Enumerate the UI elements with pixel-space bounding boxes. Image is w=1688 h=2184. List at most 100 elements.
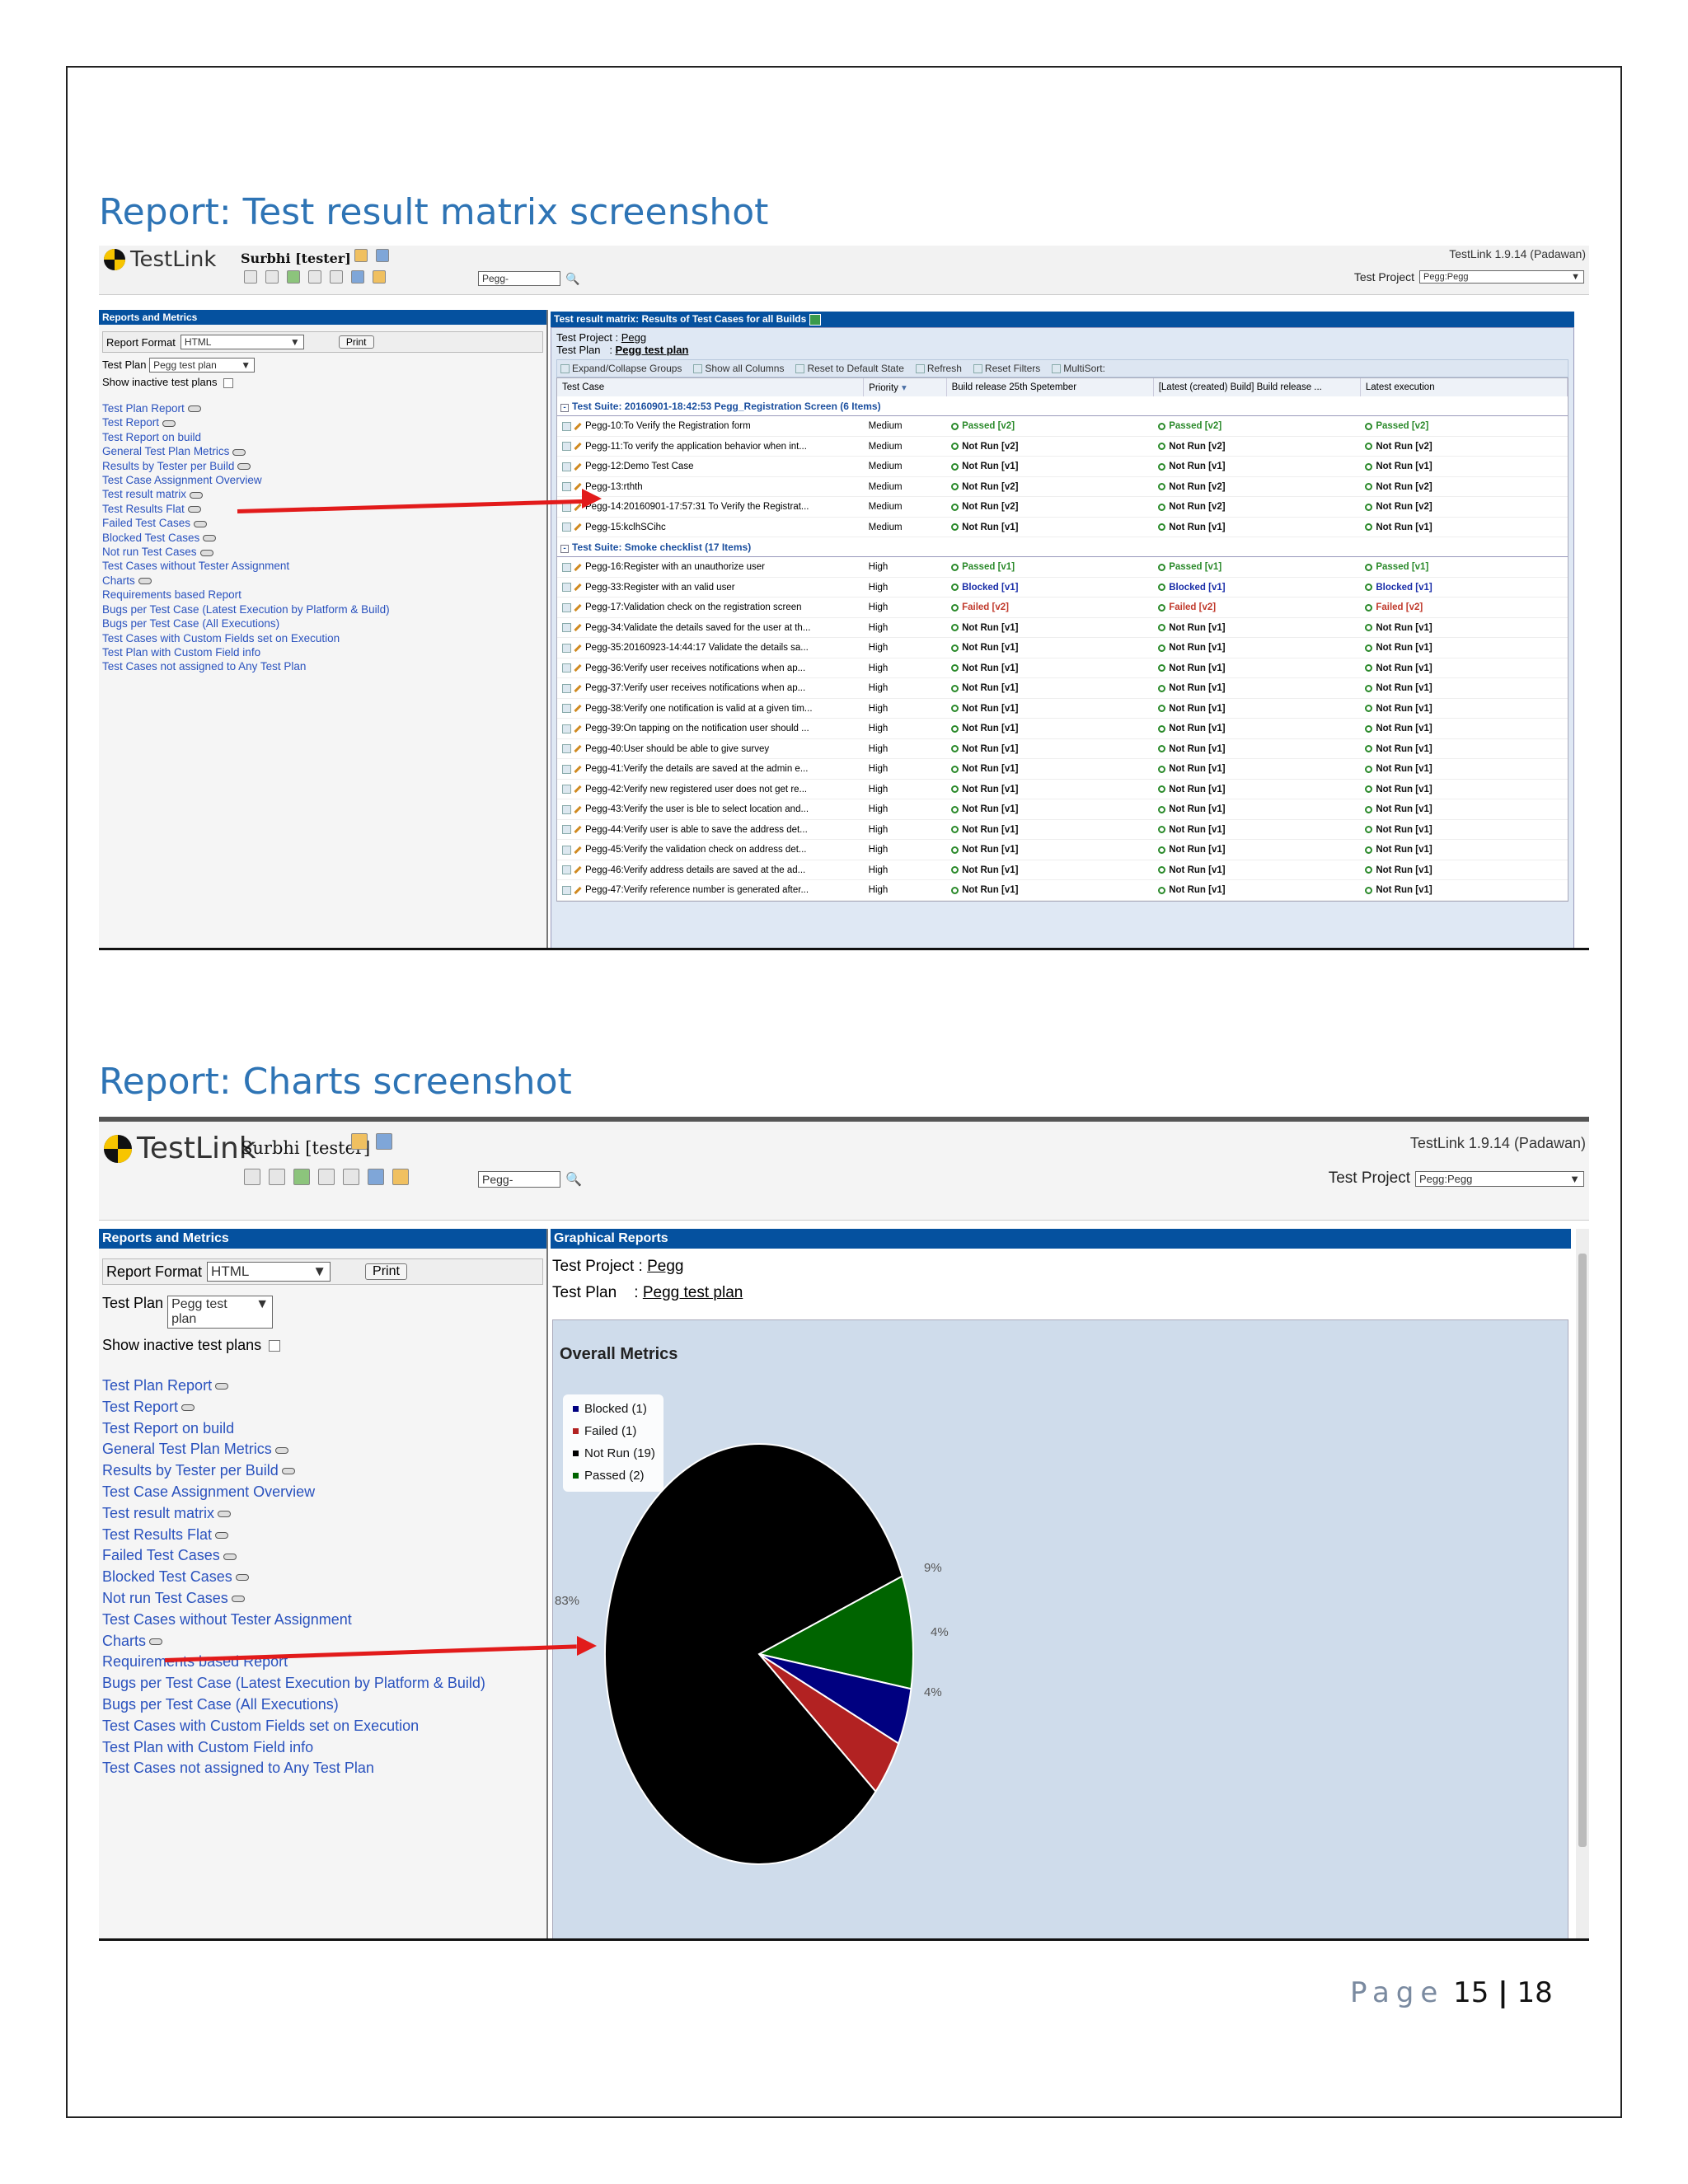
test-case-icon[interactable]: [562, 865, 571, 875]
edit-pencil-icon[interactable]: [574, 886, 582, 894]
report-link-bugs-per-test-case-latest-execution-by-platform-build[interactable]: Bugs per Test Case (Latest Execution by …: [102, 1675, 485, 1692]
test-case-icon[interactable]: [562, 523, 571, 532]
toolbar-reset-filters-button[interactable]: Reset Filters: [973, 363, 1040, 374]
reports-icon[interactable]: [343, 1169, 359, 1185]
table-cell[interactable]: Pegg-44:Verify user is able to save the …: [557, 819, 864, 840]
table-cell[interactable]: Pegg-34:Validate the details saved for t…: [557, 617, 864, 638]
test-case-icon[interactable]: [562, 885, 571, 895]
report-link-failed-test-cases[interactable]: Failed Test Cases: [102, 516, 543, 530]
table-row[interactable]: Pegg-36:Verify user receives notificatio…: [557, 658, 1568, 678]
edit-pencil-icon[interactable]: [574, 422, 582, 430]
group-header-row[interactable]: - Test Suite: Smoke checklist (17 Items): [557, 537, 1568, 558]
report-link-test-cases-with-custom-fields-set-on-execution[interactable]: Test Cases with Custom Fields set on Exe…: [102, 1717, 420, 1734]
table-row[interactable]: Pegg-40:User should be able to give surv…: [557, 738, 1568, 759]
report-link-results-by-tester-per-build[interactable]: Results by Tester per Build: [102, 1460, 543, 1482]
report-link-not-run-test-cases[interactable]: Not run Test Cases: [102, 1588, 543, 1610]
table-cell[interactable]: Pegg-12:Demo Test Case: [557, 457, 864, 477]
test-case-icon[interactable]: [562, 744, 571, 754]
table-cell[interactable]: Pegg-38:Verify one notification is valid…: [557, 698, 864, 719]
table-row[interactable]: Pegg-41:Verify the details are saved at …: [557, 759, 1568, 780]
report-link-requirements-based-report[interactable]: Requirements based Report: [102, 588, 241, 602]
preview-eye-icon[interactable]: [203, 535, 217, 542]
report-link-test-plan-report[interactable]: Test Plan Report: [102, 1376, 543, 1397]
edit-pencil-icon[interactable]: [574, 482, 582, 491]
test-case-icon[interactable]: [562, 442, 571, 452]
table-cell[interactable]: Pegg-39:On tapping on the notification u…: [557, 719, 864, 739]
table-cell[interactable]: Pegg-13:rthth: [557, 476, 864, 497]
table-row[interactable]: Pegg-43:Verify the user is ble to select…: [557, 799, 1568, 820]
user-management-icon[interactable]: [368, 1169, 384, 1185]
toolbar-multisort-button[interactable]: MultiSort:: [1052, 363, 1105, 374]
test-case-icon[interactable]: [562, 602, 571, 612]
table-cell[interactable]: Pegg-40:User should be able to give surv…: [557, 738, 864, 759]
toolbar-expand-collapse-groups-button[interactable]: Expand/Collapse Groups: [560, 363, 682, 374]
table-row[interactable]: Pegg-33:Register with an valid user High B…: [557, 577, 1568, 598]
table-row[interactable]: Pegg-47:Verify reference number is gener…: [557, 880, 1568, 901]
legend-entry-not-run-19[interactable]: Not Run (19): [584, 1446, 655, 1460]
table-row[interactable]: Pegg-45:Verify the validation check on a…: [557, 840, 1568, 860]
report-format-select[interactable]: HTML ▼: [207, 1262, 331, 1282]
test-case-icon[interactable]: [562, 663, 571, 673]
toolbar-show-all-columns-button[interactable]: Show all Columns: [693, 363, 784, 374]
preview-eye-icon[interactable]: [187, 405, 201, 413]
test-case-icon[interactable]: [562, 482, 571, 492]
edit-pencil-icon[interactable]: [574, 523, 582, 532]
search-icon[interactable]: 🔍: [565, 272, 580, 285]
report-link-test-cases-not-assigned-to-any-test-plan[interactable]: Test Cases not assigned to Any Test Plan: [102, 1760, 374, 1777]
print-button[interactable]: Print: [365, 1263, 407, 1280]
report-link-failed-test-cases[interactable]: Failed Test Cases: [102, 1545, 543, 1567]
edit-pencil-icon[interactable]: [574, 825, 582, 834]
column-header-3[interactable]: [Latest (created) Build] Build release .…: [1153, 377, 1361, 396]
execute-icon[interactable]: [308, 270, 321, 284]
vertical-scrollbar[interactable]: [1576, 1229, 1589, 1938]
test-case-icon[interactable]: [562, 845, 571, 855]
report-link-general-test-plan-metrics[interactable]: General Test Plan Metrics: [102, 1439, 543, 1460]
report-link-test-results-flat[interactable]: Test Results Flat: [102, 502, 543, 516]
report-link-test-case-assignment-overview[interactable]: Test Case Assignment Overview: [102, 474, 262, 487]
test-project-select[interactable]: Pegg:Pegg ▼: [1415, 1170, 1584, 1187]
test-case-icon[interactable]: [562, 683, 571, 693]
report-link-test-plan-with-custom-field-info[interactable]: Test Plan with Custom Field info: [102, 645, 261, 658]
table-cell[interactable]: Pegg-42:Verify new registered user does …: [557, 779, 864, 799]
report-link-test-report[interactable]: Test Report: [102, 415, 543, 429]
edit-pencil-icon[interactable]: [574, 846, 582, 854]
test-case-icon[interactable]: [562, 764, 571, 774]
table-row[interactable]: Pegg-16:Register with an unauthorize use…: [557, 557, 1568, 578]
group-header-row[interactable]: - Test Suite: 20160901-18:42:53 Pegg_Regi…: [557, 396, 1568, 417]
table-cell[interactable]: Pegg-45:Verify the validation check on a…: [557, 840, 864, 860]
column-header-1[interactable]: Priority ▾: [863, 377, 947, 396]
test-case-icon[interactable]: [562, 623, 571, 633]
legend-entry-blocked-1[interactable]: Blocked (1): [584, 1402, 647, 1416]
report-link-test-results-flat[interactable]: Test Results Flat: [102, 1525, 543, 1546]
column-header-4[interactable]: Latest execution: [1360, 377, 1568, 396]
report-link-not-run-test-cases[interactable]: Not run Test Cases: [102, 545, 543, 559]
preview-eye-icon[interactable]: [274, 1446, 288, 1454]
report-link-charts[interactable]: Charts: [102, 574, 543, 588]
table-row[interactable]: Pegg-37:Verify user receives notificatio…: [557, 678, 1568, 699]
report-link-test-cases-without-tester-assignment[interactable]: Test Cases without Tester Assignment: [102, 1610, 352, 1628]
test-spec-icon[interactable]: [287, 270, 300, 284]
test-case-search-input[interactable]: Pegg-: [478, 1171, 560, 1188]
table-cell[interactable]: Pegg-43:Verify the user is ble to select…: [557, 799, 864, 820]
table-row[interactable]: Pegg-15:kclhSCihc Medium Not Run [v1] Not R…: [557, 517, 1568, 537]
legend-entry-failed-1[interactable]: Failed (1): [584, 1424, 636, 1438]
edit-pencil-icon[interactable]: [574, 462, 582, 471]
report-link-blocked-test-cases[interactable]: Blocked Test Cases: [102, 1567, 543, 1588]
test-case-icon[interactable]: [562, 804, 571, 814]
edit-pencil-icon[interactable]: [574, 724, 582, 733]
edit-pencil-icon[interactable]: [574, 684, 582, 692]
test-case-icon[interactable]: [562, 462, 571, 471]
export-excel-icon[interactable]: [809, 313, 821, 326]
report-link-test-plan-report[interactable]: Test Plan Report: [102, 401, 543, 415]
legend-entry-passed-2[interactable]: Passed (2): [584, 1469, 645, 1483]
desktop-home-icon[interactable]: [244, 270, 257, 284]
scrollbar-thumb[interactable]: [1578, 1254, 1587, 1847]
table-row[interactable]: Pegg-10:To Verify the Registration form M…: [557, 416, 1568, 437]
table-cell[interactable]: Pegg-10:To Verify the Registration form: [557, 416, 864, 437]
table-cell[interactable]: Pegg-16:Register with an unauthorize use…: [557, 557, 864, 578]
report-link-blocked-test-cases[interactable]: Blocked Test Cases: [102, 531, 543, 545]
column-header-2[interactable]: Build release 25th Spetember: [946, 377, 1154, 396]
table-row[interactable]: Pegg-42:Verify new registered user does …: [557, 779, 1568, 799]
test-project-select[interactable]: Pegg:Pegg ▼: [1419, 270, 1584, 284]
test-case-icon[interactable]: [562, 785, 571, 794]
